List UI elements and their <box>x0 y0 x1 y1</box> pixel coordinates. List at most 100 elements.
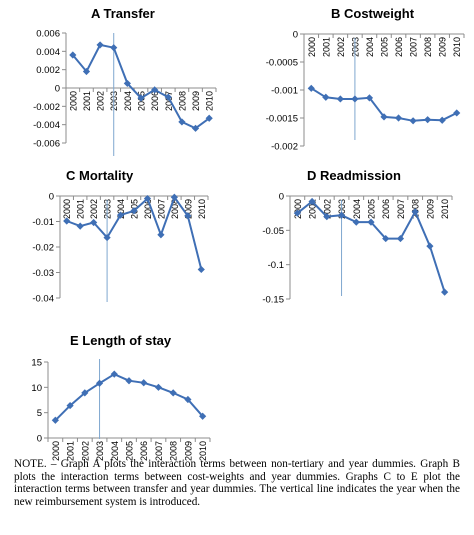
x-tick-label: 2009 <box>191 91 201 111</box>
x-tick-label: 2005 <box>125 441 135 461</box>
x-tick-label: 2006 <box>139 441 149 461</box>
x-tick-label: 2009 <box>425 199 435 219</box>
y-tick-label: -0.01 <box>32 217 54 228</box>
chart-panel-e: E Length of stay 15 10 5 0 2000 2001 2002 2003 20… <box>31 333 211 461</box>
y-tick-label: -0.05 <box>262 226 284 237</box>
data-point <box>426 242 434 250</box>
x-tick-label: 2010 <box>198 441 208 461</box>
figure-note: NOTE. – Graph A plots the interaction te… <box>14 458 460 508</box>
data-point <box>137 94 145 102</box>
data-point <box>96 41 104 49</box>
data-point <box>81 389 89 397</box>
x-tick-label: 2004 <box>365 37 375 57</box>
y-tick-label: 0 <box>55 84 60 95</box>
data-point <box>164 93 172 101</box>
x-tick-label: 2002 <box>80 441 90 461</box>
y-tick-label: 0 <box>279 192 284 203</box>
data-point <box>438 116 446 124</box>
data-point <box>95 379 104 387</box>
x-tick-label: 2009 <box>183 199 193 219</box>
x-tick-label: 2008 <box>423 37 433 57</box>
y-tick-label: -0.004 <box>33 120 60 131</box>
x-tick-label: 2010 <box>205 91 215 111</box>
x-tick-label: 2007 <box>396 199 406 219</box>
data-point <box>293 209 301 217</box>
data-point <box>424 116 432 124</box>
y-tick-label: -0.0015 <box>266 114 298 125</box>
data-point <box>123 79 131 88</box>
x-tick-label: 2000 <box>62 199 72 219</box>
x-tick-label: 2007 <box>156 199 166 219</box>
data-point <box>441 288 449 296</box>
data-point <box>169 389 177 397</box>
x-tick-label: 2003 <box>95 441 105 461</box>
y-tick-label: 0 <box>37 434 42 445</box>
x-tick-label: 2006 <box>394 37 404 57</box>
chart-panel-c: C Mortality 0 -0.01 -0.02 -0.03 -0.04 2000 2001… <box>32 168 209 305</box>
x-tick-label: 2006 <box>381 199 391 219</box>
x-tick-label: 2002 <box>89 199 99 219</box>
x-tick-label: 2002 <box>336 37 346 57</box>
data-point <box>140 379 148 387</box>
y-tick-label: -0.04 <box>32 294 54 305</box>
x-tick-label: 2000 <box>307 37 317 57</box>
data-point <box>365 94 374 102</box>
x-tick-label: 2008 <box>170 199 180 219</box>
data-point <box>307 84 315 92</box>
x-tick-label: 2004 <box>110 441 120 461</box>
data-point <box>191 124 200 132</box>
x-tick-label: 2007 <box>164 91 174 111</box>
x-tick-label: 2005 <box>367 199 377 219</box>
data-point <box>453 109 461 117</box>
x-tick-label: 2001 <box>321 37 331 57</box>
x-tick-label: 2001 <box>82 91 92 111</box>
x-tick-label: 2001 <box>308 199 318 219</box>
data-point <box>82 67 91 76</box>
y-tick-label: -0.15 <box>262 295 284 306</box>
data-point <box>130 207 138 215</box>
data-point <box>125 377 133 385</box>
data-point <box>178 118 186 126</box>
chart-title: D Readmission <box>307 168 401 183</box>
data-point <box>110 44 118 52</box>
y-tick-label: 10 <box>31 383 42 394</box>
data-point <box>184 395 192 404</box>
y-tick-label: -0.02 <box>32 243 54 254</box>
chart-title: C Mortality <box>66 168 134 183</box>
data-point <box>151 86 159 94</box>
data-point <box>51 416 59 424</box>
data-point <box>66 401 74 410</box>
y-tick-label: -0.002 <box>271 142 298 153</box>
data-point <box>394 114 403 122</box>
data-point <box>352 218 360 226</box>
x-tick-label: 2004 <box>116 199 126 219</box>
x-tick-label: 2000 <box>68 91 78 111</box>
x-tick-label: 2008 <box>177 91 187 111</box>
data-point <box>382 234 390 243</box>
x-tick-label: 2004 <box>352 199 362 219</box>
data-point <box>90 218 98 227</box>
y-tick-label: 0 <box>49 192 54 203</box>
data-point <box>197 265 205 274</box>
data-point <box>396 234 405 243</box>
y-tick-label: -0.0005 <box>266 58 298 69</box>
x-tick-label: 2004 <box>123 91 133 111</box>
x-tick-label: 2002 <box>96 91 106 111</box>
data-point <box>157 231 165 239</box>
data-point <box>110 370 118 378</box>
data-point <box>351 95 359 103</box>
x-tick-label: 2010 <box>197 199 207 219</box>
data-point <box>76 222 84 230</box>
data-point <box>184 212 192 220</box>
y-tick-label: -0.03 <box>32 268 54 279</box>
data-point <box>367 218 375 226</box>
data-point <box>199 412 207 420</box>
data-point <box>337 211 346 219</box>
y-tick-label: 5 <box>37 408 42 419</box>
x-tick-label: 2002 <box>322 199 332 219</box>
chart-panel-a: A Transfer 0.006 0.004 0.002 0 -0.002 -0.004 -0… <box>33 6 217 156</box>
series-line <box>72 43 210 130</box>
data-point <box>154 383 163 391</box>
data-point <box>205 114 213 122</box>
x-tick-label: 2006 <box>143 199 153 219</box>
